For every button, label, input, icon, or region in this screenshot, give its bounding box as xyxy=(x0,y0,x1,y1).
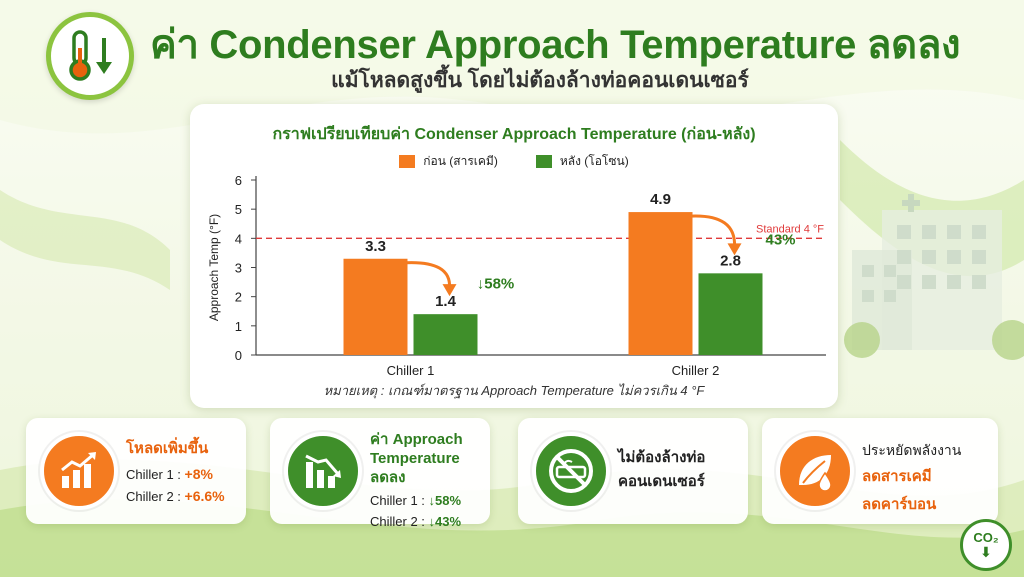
legend-swatch-before xyxy=(399,155,416,168)
bar-chart-up-icon xyxy=(40,432,118,510)
card-approach-decrease: ค่า Approach Temperature ลดลง Chiller 1 … xyxy=(270,418,490,529)
bar-before-1 xyxy=(343,258,408,355)
legend-item-before: ก่อน (สารเคมี) xyxy=(399,152,498,171)
chart-panel: กราฟเปรียบเทียบค่า Condenser Approach Te… xyxy=(190,104,838,408)
card-load-line1-label: Chiller 1 : xyxy=(126,467,181,482)
legend-label-after: หลัง (โอโซน) xyxy=(559,154,629,168)
reduction-arrow-2 xyxy=(690,214,737,248)
card-load-increase: โหลดเพิ่มขึ้น Chiller 1 : +8% Chiller 2 … xyxy=(26,418,246,524)
x-tick-label: Chiller 1 xyxy=(387,363,435,376)
card-load-heading: โหลดเพิ่มขึ้น xyxy=(126,440,209,457)
data-label-before-1: 3.3 xyxy=(365,238,386,255)
y-tick-label: 0 xyxy=(235,348,242,363)
y-tick-label: 1 xyxy=(235,319,242,334)
co2-down-arrow: ⬇ xyxy=(980,544,992,560)
card-no-cleaning: ไม่ต้องล้างท่อ คอนเดนเซอร์ xyxy=(518,418,748,524)
data-label-after-1: 1.4 xyxy=(435,293,457,310)
card-load-line2-value: +6.6% xyxy=(184,488,225,504)
y-tick-label: 4 xyxy=(235,231,242,246)
bar-after-2 xyxy=(698,273,763,355)
card-approach-line2-value: ↓43% xyxy=(428,514,462,529)
page-title: ค่า Condenser Approach Temperature ลดลง xyxy=(150,23,961,67)
data-label-after-2: 2.8 xyxy=(720,252,741,269)
leaf-drop-icon xyxy=(776,432,854,510)
card-load-line2-label: Chiller 2 : xyxy=(126,489,181,504)
x-tick-label: Chiller 2 xyxy=(672,363,720,376)
reduction-label-1: ↓58% xyxy=(477,275,515,292)
bar-chart-down-icon xyxy=(284,432,362,510)
card-load-line1-value: +8% xyxy=(184,466,213,482)
legend-label-before: ก่อน (สารเคมี) xyxy=(423,154,498,168)
no-pipe-cleaning-icon xyxy=(532,432,610,510)
reduction-arrowhead-1 xyxy=(442,284,457,297)
chart-title: กราฟเปรียบเทียบค่า Condenser Approach Te… xyxy=(272,126,756,143)
card-approach-heading-2: Temperature ลดลง xyxy=(370,450,460,486)
co2-badge-text: CO₂ xyxy=(973,530,999,545)
data-label-before-2: 4.9 xyxy=(650,191,671,208)
chart-legend: ก่อน (สารเคมี) หลัง (โอโซน) xyxy=(190,152,838,171)
card-approach-line1-label: Chiller 1 : xyxy=(370,493,425,508)
reduction-label-2: 43% xyxy=(765,232,795,249)
y-tick-label: 6 xyxy=(235,173,242,188)
card-approach-heading-1: ค่า Approach xyxy=(370,431,463,448)
standard-reference-label: Standard 4 °F xyxy=(756,223,824,235)
card-approach-line1-value: ↓58% xyxy=(428,493,462,508)
card-energy-saving: ประหยัดพลังงาน ลดสารเคมี ลดคาร์บอน xyxy=(762,418,998,524)
bar-chart: 0 1 2 3 4 5 6 Approach Temp (°F) Standard 4 °F 3.… xyxy=(207,173,826,376)
chart-note: หมายเหตุ : เกณฑ์มาตรฐาน Approach Tempera… xyxy=(323,383,705,398)
card-approach-line2: Chiller 2 : ↓43% xyxy=(370,514,482,529)
reduction-arrowhead-2 xyxy=(727,243,742,256)
y-axis-label: Approach Temp (°F) xyxy=(207,214,221,321)
legend-item-after: หลัง (โอโซน) xyxy=(535,152,629,171)
y-tick-label: 3 xyxy=(235,261,242,276)
card-energy-line2: ลดคาร์บอน xyxy=(862,496,937,513)
y-tick-label: 2 xyxy=(235,290,242,305)
card-energy-line1: ลดสารเคมี xyxy=(862,468,932,485)
y-tick-label: 5 xyxy=(235,202,242,217)
card-load-line1: Chiller 1 : +8% xyxy=(126,466,238,482)
hospital-building-illustration xyxy=(844,194,1024,360)
card-approach-line1: Chiller 1 : ↓58% xyxy=(370,493,482,508)
card-load-line2: Chiller 2 : +6.6% xyxy=(126,488,238,504)
thermometer-down-icon xyxy=(46,12,134,100)
legend-swatch-after xyxy=(535,155,552,168)
page-subtitle: แม้โหลดสูงขึ้น โดยไม่ต้องล้างท่อคอนเดนเซ… xyxy=(331,69,749,92)
card-no-cleaning-heading-1: ไม่ต้องล้างท่อ xyxy=(618,449,706,466)
reduction-arrow-1 xyxy=(405,261,452,289)
bar-before-2 xyxy=(628,212,693,355)
card-approach-line2-label: Chiller 2 : xyxy=(370,514,425,529)
co2-down-icon: CO₂ ⬇ xyxy=(960,519,1012,571)
card-energy-heading: ประหยัดพลังงาน xyxy=(862,442,962,458)
bar-after-1 xyxy=(413,314,478,355)
card-no-cleaning-heading-2: คอนเดนเซอร์ xyxy=(618,473,705,490)
